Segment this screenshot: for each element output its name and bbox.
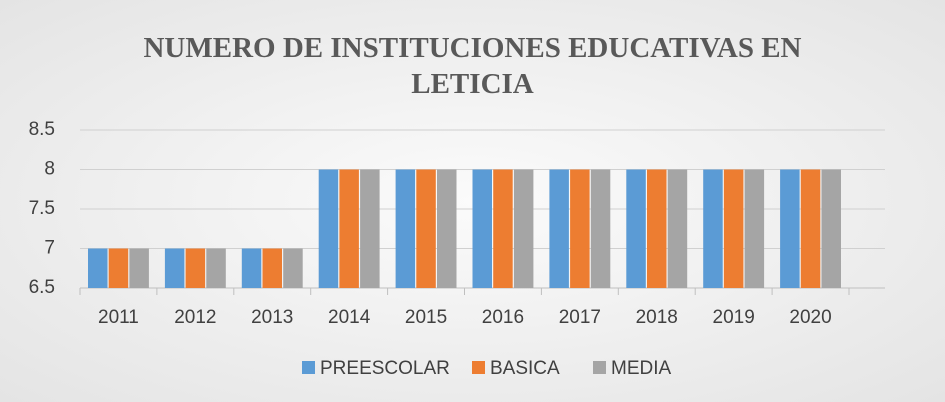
bar <box>780 169 800 288</box>
bar <box>437 169 457 288</box>
bar <box>318 169 339 288</box>
bar <box>206 248 226 288</box>
legend-swatch <box>302 361 315 374</box>
y-tick-label: 8 <box>44 159 55 180</box>
x-tick-label: 2019 <box>713 307 755 328</box>
legend-swatch <box>472 361 485 374</box>
bar <box>590 169 611 288</box>
bar <box>703 169 723 288</box>
bar <box>513 169 534 288</box>
x-tick-label: 2016 <box>482 307 524 328</box>
x-tick-label: 2011 <box>98 307 139 328</box>
bar <box>416 169 436 288</box>
bar <box>262 248 282 288</box>
bar <box>395 169 416 288</box>
x-tick-label: 2013 <box>251 307 293 328</box>
legend-label: BASICA <box>490 358 560 379</box>
chart-title: NUMERO DE INSTITUCIONES EDUCATIVAS EN LE… <box>143 32 802 100</box>
bar <box>241 248 262 288</box>
bar <box>185 248 206 288</box>
bar <box>493 169 513 288</box>
y-tick-label: 6.5 <box>29 277 55 298</box>
bar <box>88 248 108 288</box>
x-tick-label: 2020 <box>789 307 831 328</box>
bar <box>570 169 590 288</box>
bar <box>744 169 765 288</box>
x-tick-label: 2015 <box>405 307 447 328</box>
bar <box>472 169 492 288</box>
x-tick-label: 2018 <box>636 307 678 328</box>
legend-label: PREESCOLAR <box>320 358 450 379</box>
bar <box>283 248 303 288</box>
bar <box>821 169 841 288</box>
bar <box>164 248 185 288</box>
bar <box>626 169 646 288</box>
y-tick-label: 7.5 <box>29 198 55 219</box>
legend-swatch <box>593 361 606 374</box>
y-tick-label: 8.5 <box>29 119 55 140</box>
legend-label: MEDIA <box>611 358 672 379</box>
bar <box>339 169 359 288</box>
bar <box>647 169 667 288</box>
bar <box>667 169 688 288</box>
x-tick-label: 2012 <box>174 307 216 328</box>
bar <box>800 169 821 288</box>
bar <box>723 169 744 288</box>
y-tick-label: 7 <box>44 238 55 259</box>
bar <box>360 169 380 288</box>
bar <box>549 169 569 288</box>
bar <box>108 248 129 288</box>
bar <box>129 248 149 288</box>
x-tick-label: 2014 <box>328 307 371 328</box>
x-tick-label: 2017 <box>559 307 601 328</box>
